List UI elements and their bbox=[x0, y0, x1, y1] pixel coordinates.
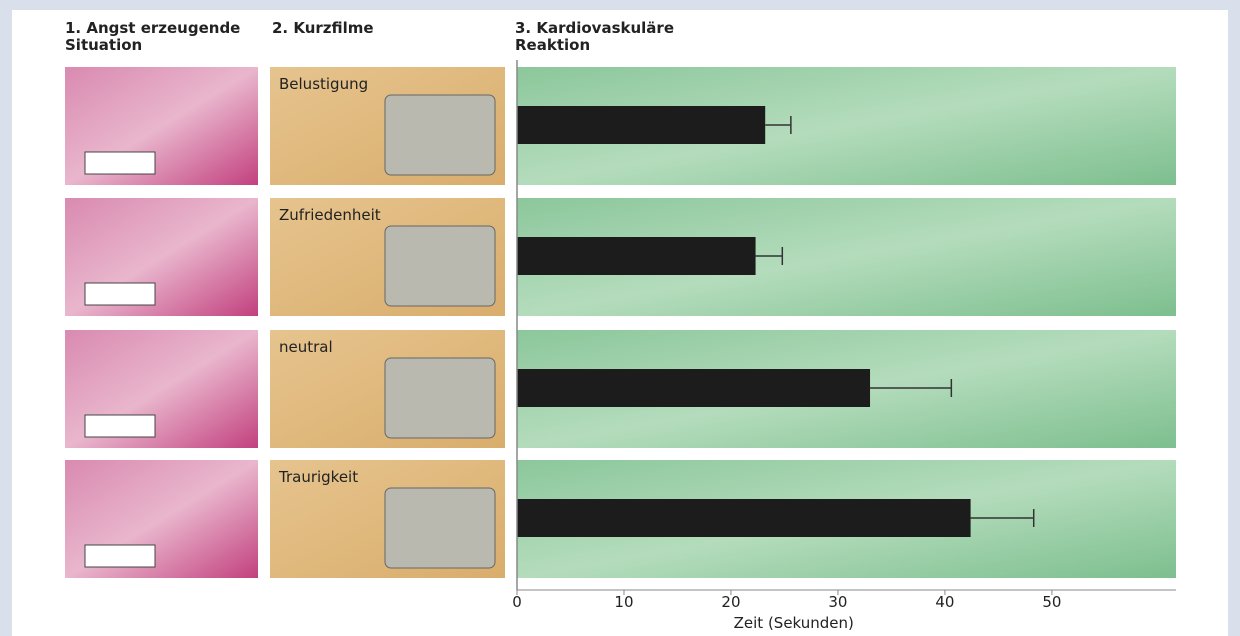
illustration-device bbox=[85, 152, 155, 174]
illustration-screen bbox=[385, 226, 495, 306]
category-label: Zufriedenheit bbox=[279, 206, 381, 224]
x-tick-label: 20 bbox=[721, 593, 740, 611]
column-header: 1. Angst erzeugende Situation bbox=[65, 20, 240, 54]
bar bbox=[517, 499, 971, 537]
illustration-screen bbox=[385, 488, 495, 568]
figure: Belustigung Zufriedenheit neutral Traurigke… bbox=[0, 0, 1240, 636]
x-tick-label: 10 bbox=[614, 593, 633, 611]
x-tick-label: 50 bbox=[1042, 593, 1061, 611]
column-header: 3. Kardiovaskuläre Reaktion bbox=[515, 20, 674, 54]
chart: Belustigung Zufriedenheit neutral Traurigke… bbox=[0, 0, 1240, 636]
x-axis-label: Zeit (Sekunden) bbox=[734, 614, 854, 632]
illustration-screen bbox=[385, 95, 495, 175]
x-tick-label: 40 bbox=[935, 593, 954, 611]
illustration-screen bbox=[385, 358, 495, 438]
category-label: Traurigkeit bbox=[278, 468, 358, 486]
illustration-device bbox=[85, 283, 155, 305]
bar bbox=[517, 369, 870, 407]
illustration-device bbox=[85, 415, 155, 437]
category-label: neutral bbox=[279, 338, 333, 356]
category-label: Belustigung bbox=[279, 75, 368, 93]
illustration-device bbox=[85, 545, 155, 567]
x-tick-label: 0 bbox=[512, 593, 522, 611]
bar bbox=[517, 237, 756, 275]
column-header: 2. Kurzfilme bbox=[272, 20, 374, 37]
page: Belustigung Zufriedenheit neutral Traurigke… bbox=[0, 0, 1240, 636]
bar bbox=[517, 106, 765, 144]
x-tick-label: 30 bbox=[828, 593, 847, 611]
